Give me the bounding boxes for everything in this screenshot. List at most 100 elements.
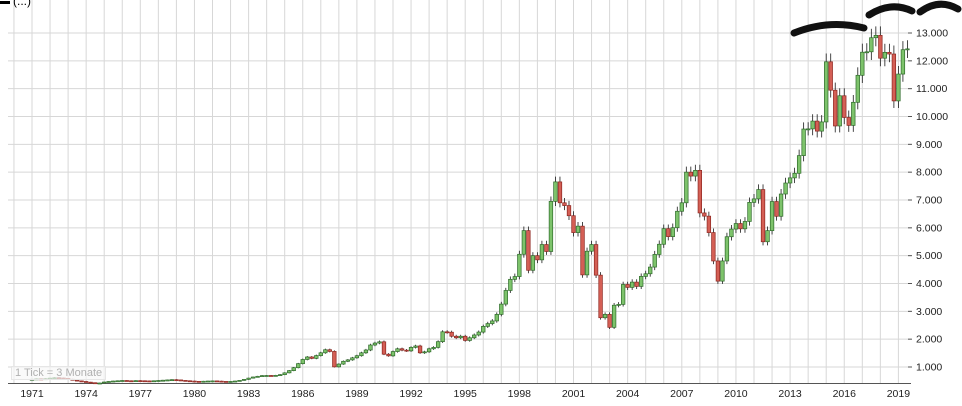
candle-body [720, 260, 725, 282]
y-axis-label: 3.000 [916, 306, 942, 318]
candle-body [399, 348, 405, 351]
candle-body [445, 331, 450, 334]
x-axis-label: 2004 [616, 388, 640, 400]
candle-body [747, 202, 752, 222]
candle-body [120, 380, 125, 382]
candle-body [539, 244, 545, 261]
y-axis-label: 10.000 [916, 111, 948, 123]
candle-body [792, 172, 797, 179]
candle-body [526, 230, 531, 271]
candle-body [341, 360, 346, 365]
candle-body [815, 120, 820, 132]
candle-body [553, 181, 558, 202]
x-axis-label: 2010 [724, 388, 748, 400]
candle-body [467, 337, 472, 341]
candle-body [350, 357, 355, 361]
candle-body [354, 355, 360, 359]
candle-body [291, 367, 296, 371]
y-axis-label: 6.000 [916, 222, 942, 234]
candle-body [896, 73, 901, 102]
y-axis-label: 9.000 [916, 139, 942, 151]
candle-body [336, 363, 341, 368]
x-axis-label: 1986 [291, 388, 315, 400]
y-axis-label: 7.000 [916, 195, 942, 207]
candle-body [544, 244, 549, 252]
x-axis-labels: 1971 1974 1977 1980 1983 1986 1989 1992 1995 1998… [20, 388, 910, 400]
candle-body [499, 303, 504, 315]
legend-mark [0, 1, 10, 4]
x-axis-label: 2001 [562, 388, 586, 400]
candle-body [855, 74, 860, 103]
candle-body [851, 101, 856, 126]
candle-body [232, 380, 238, 383]
candle-body [269, 375, 274, 377]
candle-body [751, 198, 757, 203]
candle-body [422, 351, 427, 354]
candle-body [273, 375, 278, 377]
candle-body [381, 341, 387, 355]
candle-body [625, 284, 630, 288]
candle-body [760, 189, 766, 243]
candle-body [860, 51, 865, 76]
candle-body [508, 278, 513, 291]
candle-body [174, 379, 179, 382]
candle-body [661, 228, 666, 245]
candle-body [481, 326, 486, 333]
candle-body [796, 155, 802, 174]
candle-body [688, 171, 693, 177]
candle-body [869, 37, 874, 53]
candle-body [490, 320, 495, 324]
candle-body [824, 61, 829, 123]
candle-body [390, 351, 396, 357]
gridlines [8, 0, 911, 383]
x-axis-label: 1995 [454, 388, 478, 400]
candle-body [138, 380, 143, 382]
candle-body [404, 349, 409, 352]
drawn-arc-annotation [790, 21, 868, 37]
candle-body [463, 335, 468, 341]
candle-body [287, 370, 292, 374]
candle-body [593, 244, 599, 276]
candle-body [151, 380, 156, 383]
candle-body [715, 260, 721, 282]
candle-body [733, 223, 739, 230]
candle-body [584, 250, 590, 276]
candle-body [652, 254, 657, 268]
candle-body [774, 201, 779, 217]
candle-body [196, 380, 202, 383]
candle-body [810, 120, 815, 130]
candle-body [783, 182, 788, 195]
candle-body [201, 380, 206, 383]
candle-body [282, 372, 287, 376]
candle-body [778, 193, 784, 217]
x-axis-label: 1974 [74, 388, 98, 400]
drawn-arc-annotation [916, 0, 962, 16]
candle-body [332, 351, 337, 368]
candle-body [129, 380, 134, 383]
candle-body [548, 201, 554, 252]
candle-body [228, 381, 233, 383]
candle-body [435, 341, 441, 348]
candle-body [535, 255, 540, 261]
candle-body [314, 355, 319, 359]
candle-body [417, 345, 423, 354]
candle-body [440, 331, 445, 343]
candle-body [697, 170, 702, 214]
x-axis-label: 1998 [508, 388, 532, 400]
candle-body [620, 284, 626, 305]
candle-body [241, 379, 247, 381]
candle-body [408, 347, 414, 352]
candle-body [472, 334, 477, 339]
candle-body [142, 380, 147, 383]
candle-body [169, 379, 175, 382]
candle-body [765, 230, 770, 243]
x-axis-label: 2007 [670, 388, 694, 400]
candle-body [323, 349, 328, 354]
y-axis-label: 2.000 [916, 334, 942, 346]
candle-body [679, 202, 684, 212]
candle-body [458, 335, 463, 339]
candle-body [666, 228, 671, 237]
tick-interval-note: 1 Tick = 3 Monate [11, 366, 107, 380]
candle-body [630, 281, 635, 288]
candle-body [602, 314, 608, 319]
